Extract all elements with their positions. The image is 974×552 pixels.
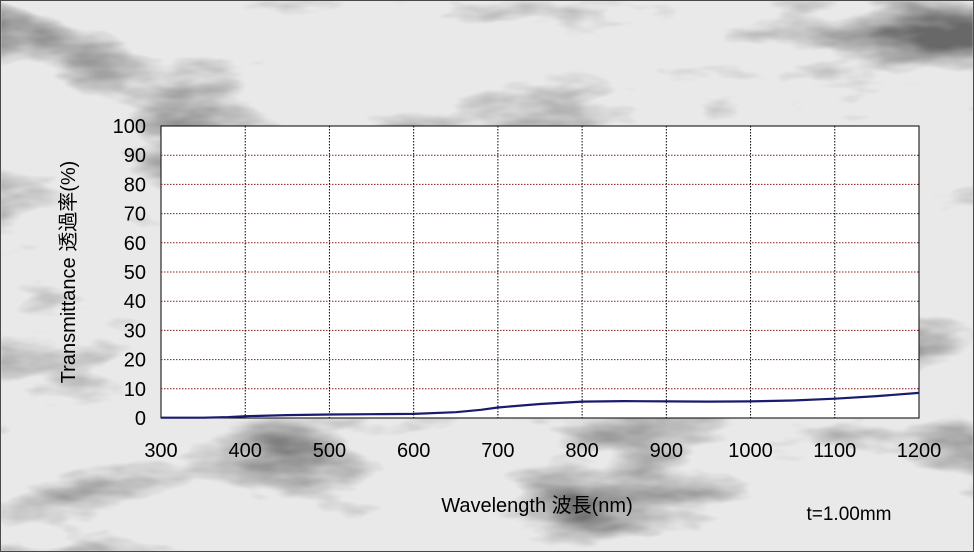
x-tick-label: 1200	[897, 440, 942, 462]
y-tick-label: 70	[124, 204, 146, 226]
x-tick-label: 900	[650, 440, 683, 462]
x-tick-label: 700	[481, 440, 514, 462]
x-axis-label: Wavelength 波長(nm)	[441, 494, 633, 517]
y-tick-label: 90	[124, 145, 146, 167]
thickness-annotation: t=1.00mm	[806, 504, 891, 525]
series-layer	[161, 391, 920, 419]
x-tick-label: 1100	[813, 440, 856, 462]
y-tick-label: 30	[124, 320, 146, 342]
transmittance-line	[161, 391, 920, 419]
x-tick-label: 1000	[728, 440, 773, 462]
y-tick-label: 100	[113, 116, 146, 138]
y-tick-label: 80	[124, 174, 146, 196]
y-tick-label: 10	[124, 379, 146, 401]
y-tick-label: 60	[124, 233, 146, 255]
y-tick-label: 50	[124, 262, 146, 284]
x-tick-label: 400	[229, 440, 262, 462]
x-tick-label: 300	[144, 440, 177, 462]
y-tick-label: 0	[135, 408, 146, 430]
y-tick-label: 40	[124, 291, 146, 313]
x-tick-label: 800	[565, 440, 598, 462]
x-tick-label: 600	[397, 440, 430, 462]
x-tick-label: 500	[313, 440, 346, 462]
x-axis: 300 400 500 600 700 800 900 1000 1100 1200	[144, 440, 941, 462]
y-tick-label: 20	[124, 350, 146, 372]
grid	[161, 126, 919, 418]
y-axis-label: Transmittance 透過率(%)	[57, 161, 80, 384]
y-axis: 0 10 20 30 40 50 60 70 80 90 100	[113, 116, 146, 430]
